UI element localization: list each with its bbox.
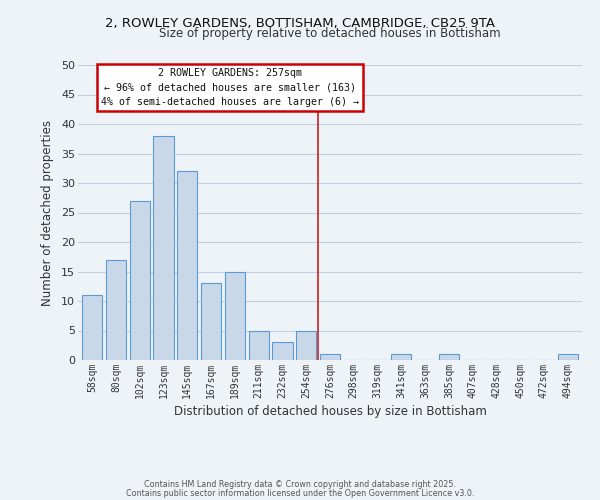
- Bar: [320, 354, 340, 360]
- X-axis label: Distribution of detached houses by size in Bottisham: Distribution of detached houses by size …: [173, 405, 487, 418]
- Bar: [130, 200, 150, 360]
- Title: Size of property relative to detached houses in Bottisham: Size of property relative to detached ho…: [159, 27, 501, 40]
- Bar: [557, 354, 578, 360]
- Bar: [82, 295, 103, 360]
- Bar: [272, 342, 293, 360]
- Bar: [154, 136, 173, 360]
- Text: Contains HM Land Registry data © Crown copyright and database right 2025.: Contains HM Land Registry data © Crown c…: [144, 480, 456, 489]
- Bar: [177, 171, 197, 360]
- Bar: [225, 272, 245, 360]
- Bar: [391, 354, 412, 360]
- Text: Contains public sector information licensed under the Open Government Licence v3: Contains public sector information licen…: [126, 488, 474, 498]
- Bar: [106, 260, 126, 360]
- Bar: [439, 354, 459, 360]
- Text: 2, ROWLEY GARDENS, BOTTISHAM, CAMBRIDGE, CB25 9TA: 2, ROWLEY GARDENS, BOTTISHAM, CAMBRIDGE,…: [105, 18, 495, 30]
- Bar: [201, 284, 221, 360]
- Text: 2 ROWLEY GARDENS: 257sqm
← 96% of detached houses are smaller (163)
4% of semi-d: 2 ROWLEY GARDENS: 257sqm ← 96% of detach…: [101, 68, 359, 107]
- Y-axis label: Number of detached properties: Number of detached properties: [41, 120, 54, 306]
- Bar: [296, 330, 316, 360]
- Bar: [248, 330, 269, 360]
